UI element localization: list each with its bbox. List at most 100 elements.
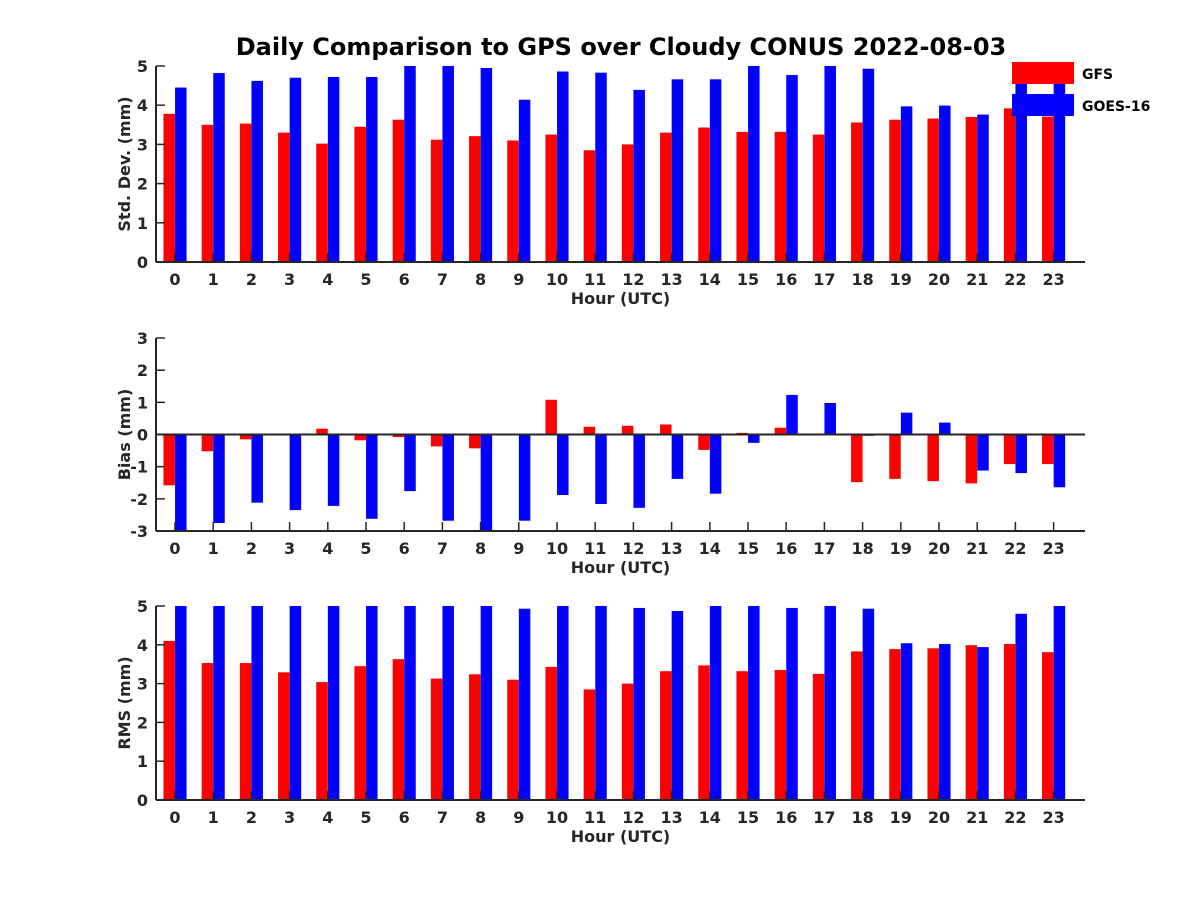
x-tick-label: 17 xyxy=(813,808,835,827)
x-tick-label: 13 xyxy=(660,808,682,827)
x-tick-label: 10 xyxy=(546,808,568,827)
x-tick-label: 5 xyxy=(360,808,371,827)
x-tick-label: 15 xyxy=(737,539,759,558)
x-axis-label: Hour (UTC) xyxy=(571,558,671,577)
bar-goes-16-hour-3 xyxy=(289,77,302,262)
bar-goes-16-hour-8 xyxy=(480,606,493,800)
bar-gfs-hour-22 xyxy=(1003,108,1016,262)
x-tick-label: 4 xyxy=(322,808,333,827)
bar-goes-16-hour-21 xyxy=(977,434,989,471)
y-tick-label: 5 xyxy=(137,57,148,76)
x-tick-label: 21 xyxy=(966,539,988,558)
bar-gfs-hour-18 xyxy=(851,434,863,483)
bar-gfs-hour-21 xyxy=(965,116,978,263)
y-tick-label: 0 xyxy=(137,426,148,445)
bar-gfs-hour-17 xyxy=(812,673,825,800)
bar-goes-16-hour-8 xyxy=(480,67,493,263)
x-tick-label: 15 xyxy=(737,270,759,289)
bar-goes-16-hour-10 xyxy=(557,434,569,495)
x-tick-label: 20 xyxy=(928,808,950,827)
y-tick-label: 3 xyxy=(137,675,148,694)
bar-goes-16-hour-0 xyxy=(175,606,187,800)
bar-gfs-hour-11 xyxy=(583,426,596,435)
bars-group xyxy=(163,606,1066,800)
y-tick-label: -3 xyxy=(130,522,148,541)
x-tick-label: 18 xyxy=(851,539,873,558)
bar-goes-16-hour-22 xyxy=(1015,613,1027,800)
x-tick-label: 7 xyxy=(437,539,448,558)
bar-gfs-hour-21 xyxy=(965,434,978,484)
y-tick-label: 4 xyxy=(137,636,148,655)
bar-gfs-hour-18 xyxy=(851,651,863,800)
bar-gfs-hour-19 xyxy=(889,649,901,800)
bar-goes-16-hour-4 xyxy=(327,606,340,800)
bar-gfs-hour-9 xyxy=(507,679,519,800)
bar-gfs-hour-14 xyxy=(698,665,710,800)
y-tick-label: 2 xyxy=(137,175,148,194)
y-tick-label: 3 xyxy=(137,329,148,348)
bar-goes-16-hour-11 xyxy=(595,606,607,800)
x-tick-label: 13 xyxy=(660,270,682,289)
bar-gfs-hour-19 xyxy=(889,434,901,479)
bar-gfs-hour-13 xyxy=(660,671,672,800)
chart-legend: GFS GOES-16 xyxy=(1012,62,1150,116)
y-axis-label: Std. Dev. (mm) xyxy=(115,96,134,231)
bar-gfs-hour-16 xyxy=(774,131,787,262)
bar-goes-16-hour-12 xyxy=(633,434,645,508)
y-axis-label: RMS (mm) xyxy=(115,656,134,749)
bar-goes-16-hour-3 xyxy=(289,434,302,511)
bar-gfs-hour-4 xyxy=(316,143,328,262)
y-axis-label: Bias (mm) xyxy=(115,389,134,481)
bar-goes-16-hour-19 xyxy=(900,106,913,262)
bar-gfs-hour-6 xyxy=(392,119,405,262)
x-tick-label: 11 xyxy=(584,270,606,289)
bar-gfs-hour-8 xyxy=(469,674,481,800)
bar-gfs-hour-5 xyxy=(354,666,366,800)
bar-goes-16-hour-20 xyxy=(939,644,951,800)
bar-goes-16-hour-5 xyxy=(366,434,378,519)
bar-gfs-hour-20 xyxy=(927,434,939,482)
x-tick-label: 9 xyxy=(513,808,524,827)
x-tick-label: 18 xyxy=(851,808,873,827)
bar-gfs-hour-6 xyxy=(392,659,405,800)
bar-gfs-hour-12 xyxy=(621,683,634,800)
x-tick-label: 23 xyxy=(1042,270,1064,289)
bar-goes-16-hour-17 xyxy=(824,606,836,800)
bar-gfs-hour-21 xyxy=(965,645,978,800)
bar-goes-16-hour-16 xyxy=(786,394,798,435)
bar-goes-16-hour-12 xyxy=(633,607,645,800)
x-tick-label: 14 xyxy=(699,270,721,289)
bar-gfs-hour-20 xyxy=(927,648,939,800)
x-tick-label: 17 xyxy=(813,270,835,289)
bar-gfs-hour-23 xyxy=(1042,652,1054,800)
x-tick-label: 21 xyxy=(966,808,988,827)
bar-gfs-hour-2 xyxy=(239,123,252,263)
bar-gfs-hour-6 xyxy=(392,434,405,438)
bar-goes-16-hour-21 xyxy=(977,647,989,800)
bar-goes-16-hour-9 xyxy=(518,434,531,521)
y-tick-label: -1 xyxy=(130,458,148,477)
y-tick-label: -2 xyxy=(130,490,148,509)
bar-goes-16-hour-17 xyxy=(824,66,836,262)
bar-goes-16-hour-5 xyxy=(366,76,378,262)
bar-goes-16-hour-4 xyxy=(327,76,340,262)
x-tick-label: 8 xyxy=(475,270,486,289)
x-tick-label: 2 xyxy=(246,539,257,558)
bar-gfs-hour-23 xyxy=(1042,116,1054,262)
chart-title: Daily Comparison to GPS over Cloudy CONU… xyxy=(236,33,1007,61)
x-tick-label: 20 xyxy=(928,270,950,289)
y-tick-label: 2 xyxy=(137,361,148,380)
bar-goes-16-hour-15 xyxy=(748,606,760,800)
bar-gfs-hour-2 xyxy=(239,663,252,800)
x-tick-label: 8 xyxy=(475,539,486,558)
x-tick-label: 1 xyxy=(208,270,219,289)
bar-goes-16-hour-15 xyxy=(748,434,760,443)
y-tick-label: 4 xyxy=(137,96,148,115)
bar-goes-16-hour-7 xyxy=(442,606,454,800)
bar-gfs-hour-17 xyxy=(812,134,825,262)
bar-gfs-hour-0 xyxy=(163,113,175,262)
bar-goes-16-hour-22 xyxy=(1015,80,1027,263)
bar-goes-16-hour-6 xyxy=(404,66,416,262)
x-tick-label: 9 xyxy=(513,270,524,289)
